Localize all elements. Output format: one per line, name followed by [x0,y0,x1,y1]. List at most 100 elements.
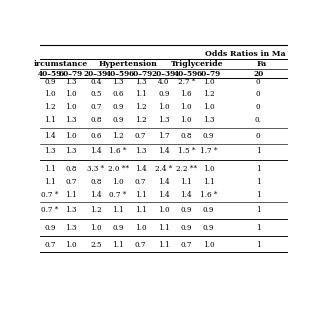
Text: 1.4: 1.4 [158,178,170,186]
Text: 1.0: 1.0 [65,103,77,111]
Text: 1.1: 1.1 [44,116,56,124]
Text: 1.6 *: 1.6 * [200,191,217,199]
Text: 1.1: 1.1 [44,165,56,173]
Text: 0.9: 0.9 [112,116,124,124]
Text: 1.1: 1.1 [65,191,77,199]
Text: 0.7: 0.7 [44,241,56,249]
Text: 0.9: 0.9 [112,103,124,111]
Text: 0.7: 0.7 [90,103,101,111]
Text: 0.6: 0.6 [90,132,101,140]
Text: 1.7: 1.7 [158,132,170,140]
Text: 1.4: 1.4 [90,148,102,156]
Text: 0.9: 0.9 [158,91,170,99]
Text: 1.1: 1.1 [112,241,124,249]
Text: 0.9: 0.9 [112,224,124,232]
Text: 1: 1 [256,165,260,173]
Text: 0: 0 [256,77,260,85]
Text: 1.2: 1.2 [112,132,124,140]
Text: 2.7 *: 2.7 * [178,77,195,85]
Text: 1.2: 1.2 [203,91,214,99]
Text: 20: 20 [253,70,263,78]
Text: 60–79: 60–79 [59,70,83,78]
Text: 20–39: 20–39 [152,70,176,78]
Text: 1.0: 1.0 [135,224,146,232]
Text: 1.3: 1.3 [135,148,146,156]
Text: 1.0: 1.0 [180,103,192,111]
Text: 0.9: 0.9 [203,224,214,232]
Text: 1.3: 1.3 [135,77,146,85]
Text: 1.3: 1.3 [44,148,56,156]
Text: 0.7: 0.7 [180,241,192,249]
Text: 1.2: 1.2 [135,103,146,111]
Text: 1.4: 1.4 [158,191,170,199]
Text: 1.5 *: 1.5 * [178,148,195,156]
Text: 20–39: 20–39 [84,70,108,78]
Text: 0.7: 0.7 [65,178,77,186]
Text: 1: 1 [256,148,260,156]
Text: 1.7 *: 1.7 * [200,148,217,156]
Text: 40–59: 40–59 [174,70,198,78]
Text: 0.9: 0.9 [44,77,56,85]
Text: 1.4: 1.4 [44,132,56,140]
Text: 1.0: 1.0 [203,165,214,173]
Text: 0.9: 0.9 [203,206,214,214]
Text: 0.8: 0.8 [65,165,77,173]
Text: 0.6: 0.6 [112,91,124,99]
Text: 1.2: 1.2 [135,116,146,124]
Text: 1.0: 1.0 [65,241,77,249]
Text: 0.7: 0.7 [135,241,146,249]
Text: 2.4 *: 2.4 * [155,165,173,173]
Text: 40–59: 40–59 [38,70,62,78]
Text: 1.1: 1.1 [44,178,56,186]
Text: 1.1: 1.1 [135,91,146,99]
Text: 0.5: 0.5 [90,91,101,99]
Text: 1.4: 1.4 [180,191,192,199]
Text: 1.3: 1.3 [65,77,77,85]
Text: 1.4: 1.4 [135,165,146,173]
Text: 1.3: 1.3 [65,206,77,214]
Text: 1.0: 1.0 [158,103,170,111]
Text: 1.3: 1.3 [158,116,170,124]
Text: 1.0: 1.0 [90,224,102,232]
Text: 1.1: 1.1 [158,224,170,232]
Text: 1: 1 [256,178,260,186]
Text: 60–79: 60–79 [196,70,221,78]
Text: 1.0: 1.0 [203,241,214,249]
Text: 0.: 0. [255,116,262,124]
Text: 2.5: 2.5 [90,241,101,249]
Text: 1.3: 1.3 [112,77,124,85]
Text: 1.1: 1.1 [135,191,146,199]
Text: 0: 0 [256,91,260,99]
Text: ircumstance: ircumstance [34,60,88,68]
Text: 40–59: 40–59 [106,70,130,78]
Text: 1.3: 1.3 [65,148,77,156]
Text: 1.0: 1.0 [65,132,77,140]
Text: 0.9: 0.9 [203,132,214,140]
Text: 0: 0 [256,132,260,140]
Text: 1.3: 1.3 [203,116,214,124]
Text: 1: 1 [256,191,260,199]
Text: 1.1: 1.1 [112,206,124,214]
Text: 1.6 *: 1.6 * [109,148,127,156]
Text: 0.9: 0.9 [180,224,192,232]
Text: 1.1: 1.1 [135,206,146,214]
Text: 1.0: 1.0 [180,116,192,124]
Text: 0.7 *: 0.7 * [109,191,127,199]
Text: 2.2 **: 2.2 ** [176,165,197,173]
Text: 1.2: 1.2 [44,103,56,111]
Text: Odds Ratios in Ma: Odds Ratios in Ma [205,51,285,59]
Text: 0: 0 [256,103,260,111]
Text: 0.9: 0.9 [180,206,192,214]
Text: 1.2: 1.2 [90,206,102,214]
Text: 0.7 *: 0.7 * [41,191,59,199]
Text: 0.7: 0.7 [135,132,146,140]
Text: 1.6: 1.6 [180,91,192,99]
Text: 1.1: 1.1 [180,178,192,186]
Text: 0.7 *: 0.7 * [41,206,59,214]
Text: 2.0 **: 2.0 ** [108,165,129,173]
Text: 0.8: 0.8 [180,132,192,140]
Text: 1: 1 [256,241,260,249]
Text: 1.3: 1.3 [65,224,77,232]
Text: 3.3 *: 3.3 * [87,165,104,173]
Text: 1.1: 1.1 [158,241,170,249]
